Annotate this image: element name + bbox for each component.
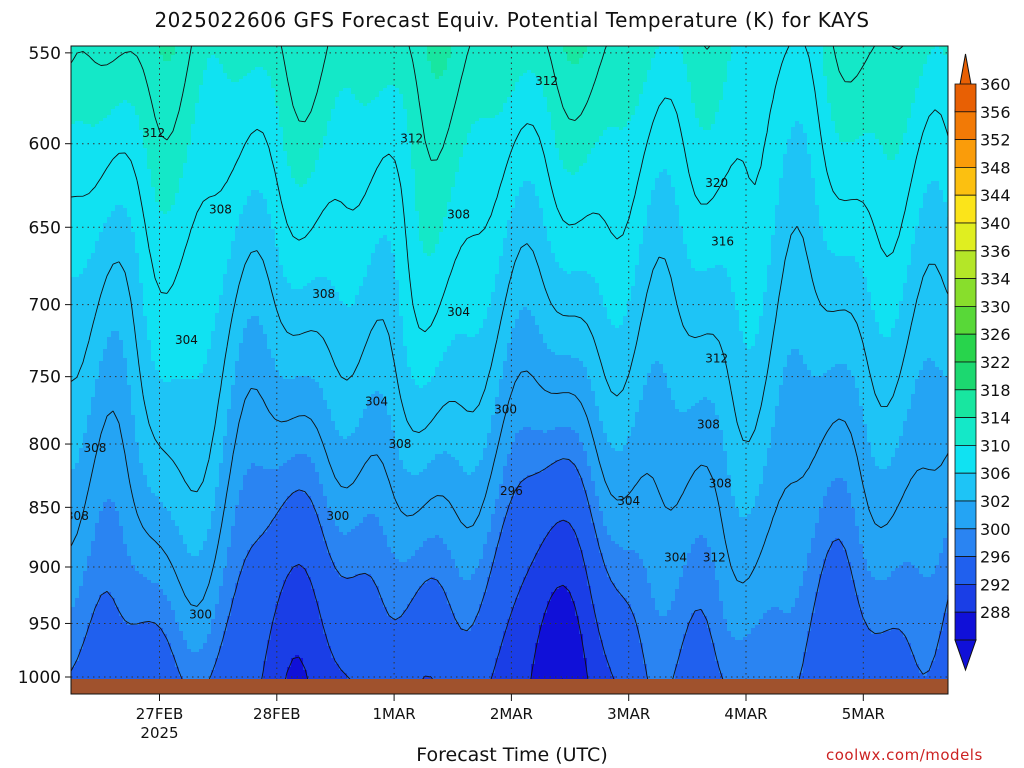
contour-label: 308 <box>209 202 232 216</box>
colorbar-label: 296 <box>980 548 1011 567</box>
y-tick-label: 600 <box>29 135 61 155</box>
contour-label: 312 <box>142 126 165 140</box>
contour-label: 320 <box>705 176 728 190</box>
colorbar-label: 300 <box>980 520 1011 539</box>
y-tick-label: 1000 <box>18 668 61 688</box>
ground-strip <box>71 679 948 694</box>
colorbar-swatch <box>955 223 976 251</box>
colorbar-label: 314 <box>980 409 1011 428</box>
x-tick-label: 1MAR <box>373 705 416 723</box>
contour-label: 304 <box>175 333 198 347</box>
colorbar-swatch <box>955 612 976 640</box>
colorbar-label: 348 <box>980 158 1011 177</box>
contour-label: 308 <box>66 509 89 523</box>
contour-label: 300 <box>189 608 212 622</box>
colorbar-swatch <box>955 195 976 223</box>
colorbar-swatch <box>955 501 976 529</box>
contour-label: 316 <box>541 0 564 13</box>
colorbar-label: 288 <box>980 603 1011 622</box>
colorbar-swatch <box>955 334 976 362</box>
colorbar-label: 292 <box>980 575 1011 594</box>
contour-label: 308 <box>389 437 412 451</box>
color-fill <box>71 46 951 679</box>
colorbar-label: 306 <box>980 464 1011 483</box>
x-tick-label: 28FEB <box>253 705 300 723</box>
contour-label: 312 <box>535 74 558 88</box>
colorbar-swatch <box>955 306 976 334</box>
y-tick-label: 550 <box>29 44 61 64</box>
contour-label: 308 <box>697 417 720 431</box>
contour-label: 312 <box>705 351 728 365</box>
colorbar-label: 334 <box>980 270 1011 289</box>
contour-label: 304 <box>617 494 640 508</box>
x-tick-label: 4MAR <box>724 705 767 723</box>
contour-label: 300 <box>494 403 517 417</box>
colorbar-label: 318 <box>980 381 1011 400</box>
colorbar-swatch <box>955 418 976 446</box>
colorbar-label: 322 <box>980 353 1011 372</box>
y-tick-label: 750 <box>29 368 61 388</box>
x-tick-label: 3MAR <box>607 705 650 723</box>
colorbar-arrow-bottom <box>955 640 976 670</box>
colorbar-label: 330 <box>980 297 1011 316</box>
colorbar-label: 302 <box>980 492 1011 511</box>
y-tick-label: 700 <box>29 296 61 316</box>
y-tick-label: 950 <box>29 614 61 634</box>
y-tick-label: 650 <box>29 218 61 238</box>
y-tick-label: 800 <box>29 435 61 455</box>
contour-label: 308 <box>447 207 470 221</box>
colorbar-label: 344 <box>980 186 1011 205</box>
colorbar-swatch <box>955 362 976 390</box>
colorbar-swatch <box>955 529 976 557</box>
contour-label: 304 <box>0 447 13 461</box>
contour-label: 312 <box>400 131 423 145</box>
contour-label: 308 <box>312 287 335 301</box>
colorbar-swatch <box>955 390 976 418</box>
colorbar: 360 356 352 348 344 340 336 334 330 326 322 318 314 3… <box>955 54 1011 670</box>
colorbar-swatch <box>955 557 976 585</box>
colorbar-label: 336 <box>980 242 1011 261</box>
y-tick-label: 900 <box>29 558 61 578</box>
colorbar-swatch <box>955 251 976 279</box>
colorbar-swatch <box>955 279 976 307</box>
contour-label: 316 <box>711 235 734 249</box>
contour-label: 308 <box>84 441 107 455</box>
colorbar-label: 326 <box>980 325 1011 344</box>
colorbar-swatch <box>955 112 976 140</box>
x-tick-label: 5MAR <box>842 705 885 723</box>
colorbar-swatch <box>955 84 976 112</box>
colorbar-label: 340 <box>980 214 1011 233</box>
colorbar-swatch <box>955 473 976 501</box>
colorbar-label: 360 <box>980 75 1011 94</box>
colorbar-label: 310 <box>980 436 1011 455</box>
contour-label: 296 <box>500 484 523 498</box>
colorbar-label: 356 <box>980 103 1011 122</box>
credit-link[interactable]: coolwx.com/models <box>826 746 983 764</box>
colorbar-swatch <box>955 167 976 195</box>
colorbar-label: 352 <box>980 131 1011 150</box>
x-tick-sublabel: 2025 <box>140 724 178 742</box>
y-tick-label: 850 <box>29 498 61 518</box>
colorbar-swatch <box>955 140 976 168</box>
contour-label: 312 <box>703 551 726 565</box>
x-tick-label: 27FEB <box>136 705 183 723</box>
colorbar-swatch <box>955 445 976 473</box>
contour-label: 308 <box>709 477 732 491</box>
plot-area: 3443483363323443403323363403283243323283… <box>0 0 953 682</box>
contour-label: 300 <box>326 509 349 523</box>
y-axis-ticks: 2503003504004505005506006507007508008509… <box>18 0 71 688</box>
contour-label: 304 <box>664 551 687 565</box>
contour-label: 304 <box>365 394 388 408</box>
contour-label: 304 <box>447 305 470 319</box>
x-tick-label: 2MAR <box>490 705 533 723</box>
colorbar-swatch <box>955 584 976 612</box>
